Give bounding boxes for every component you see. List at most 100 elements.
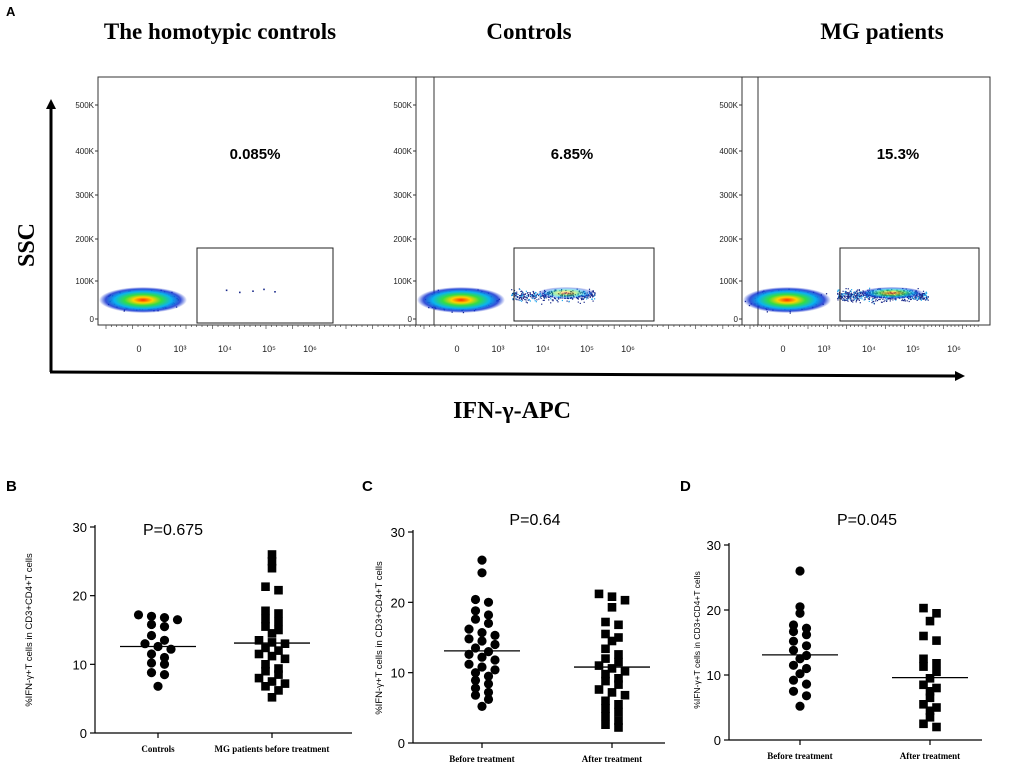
data-point-square [607,592,617,601]
y-tick-label: 300K [719,191,738,200]
data-point-circle [464,624,474,634]
positive-event-dot [519,299,521,302]
sparse-event-dot [239,291,241,294]
positive-event-dot [850,296,852,298]
data-point-square [274,617,283,627]
positive-event-dot [855,290,857,292]
positive-event-dot [855,298,857,300]
x-tick-label: 10⁵ [262,344,276,354]
positive-event-dot [865,296,867,298]
positive-event-dot [587,297,589,299]
y-tick-label: 400K [393,147,412,156]
data-point-square [607,664,617,673]
data-point-square [607,636,617,646]
x-tick-label: 10⁵ [906,344,920,354]
positive-event-dot [520,296,522,298]
category-label: After treatment [900,751,960,761]
y-tick-label: 200K [75,235,94,244]
positive-event-dot [847,297,850,299]
positive-event-dot [869,287,871,289]
sparse-event-dot [263,288,265,291]
positive-event-dot [922,298,924,300]
positive-event-dot [923,297,925,300]
positive-event-dot [873,297,875,299]
positive-event-dot [923,298,925,300]
positive-event-dot [923,294,925,296]
data-point-circle [801,679,812,689]
positive-event-dot [519,288,521,291]
positive-event-dot [860,297,862,299]
positive-event-dot [863,299,865,301]
data-point-circle [146,658,157,668]
positive-event-dot [901,299,904,301]
positive-event-dot [864,298,866,301]
positive-event-dot [851,293,854,296]
panel-letter-c: C [362,478,373,495]
positive-event-dot [915,298,917,300]
data-point-circle [483,679,494,689]
positive-event-dot [532,295,534,297]
category-label: Controls [141,744,175,754]
data-point-square [267,651,277,661]
positive-event-dot [869,297,871,299]
positive-event-dot [532,298,534,300]
flow-plot-controls: 0 100K 200K 300K 400K 500K 0 10³ 10⁴ 10⁵ 10⁶ 6.85% [393,76,759,354]
positive-event-dot [577,301,579,303]
data-point-square [614,633,623,642]
positive-event-dot [882,298,884,300]
data-point-square [614,650,623,659]
data-point-square [267,677,277,686]
positive-event-dot [517,296,519,299]
data-point-square [614,674,623,683]
positive-event-dot [925,293,927,296]
positive-event-dot [851,289,853,291]
positive-event-dot [581,299,583,301]
positive-event-dot [512,298,514,300]
positive-event-dot [926,298,928,300]
positive-event-dot [847,300,849,302]
positive-event-dot [544,296,546,299]
positive-event-dot [520,298,522,300]
positive-event-dot [925,295,927,297]
positive-event-dot [594,298,596,300]
y-tick-label: 100K [393,277,412,286]
data-point-circle [464,649,474,660]
positive-event-dot [523,296,525,298]
positive-event-dot [838,294,840,296]
data-point-square [925,706,935,716]
positive-event-dot [543,299,545,301]
positive-event-dot [864,297,866,299]
positive-event-dot [889,300,891,302]
positive-event-dot [532,291,535,293]
positive-gate [196,247,334,324]
positive-event-dot [592,290,594,292]
positive-event-dot [858,297,860,299]
positive-event-dot [853,294,855,296]
positive-event-dot [531,297,533,299]
data-point-circle [483,647,494,657]
positive-density [537,287,595,299]
positive-event-dot [837,290,839,293]
data-point-square [261,660,270,669]
data-point-square [261,666,270,676]
data-point-circle [483,687,494,698]
positive-event-dot [837,299,839,301]
positive-event-dot [878,298,880,301]
positive-event-dot [917,288,919,290]
positive-event-dot [845,299,847,301]
x-tick-label: 0 [136,344,141,354]
data-point-circle [477,568,487,578]
positive-event-dot [550,298,552,300]
data-point-square [620,690,630,700]
data-point-circle [788,686,799,696]
positive-event-dot [847,296,850,298]
dot-plot-b: 0 10 20 30 Controls MG patients before treatm… [24,520,352,754]
positive-event-dot [526,297,528,299]
data-point-circle [146,630,157,641]
panel-c: C 0 10 20 30 Before treatment After treatment… [362,478,665,764]
positive-event-dot [592,295,594,297]
positive-event-dot [856,289,859,291]
positive-event-dot [857,294,859,296]
positive-event-dot [853,299,855,301]
